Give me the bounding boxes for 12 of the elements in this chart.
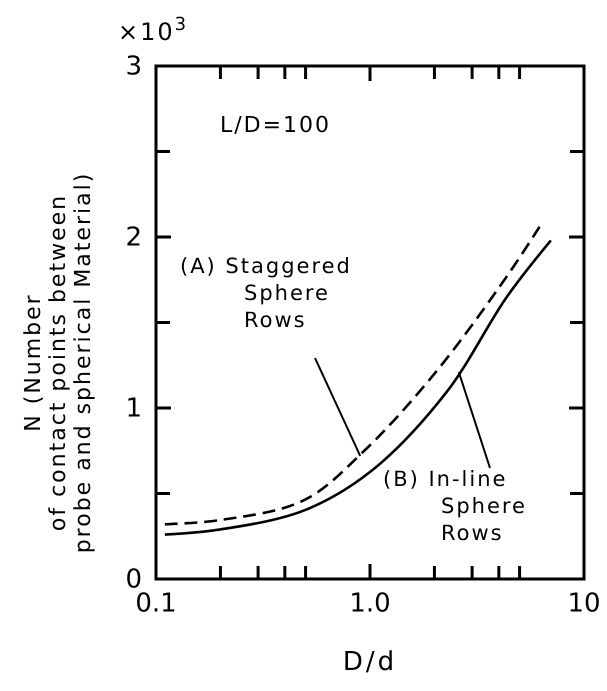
y-tick-label: 1 — [125, 393, 142, 424]
annotation: L/D=100 — [220, 113, 332, 138]
x-tick-label: 1.0 — [349, 588, 391, 618]
text: ×10$^{3}$ — [118, 14, 188, 46]
annotation: (B) In-line Sphere Rows — [383, 467, 527, 545]
annotation: (A) Staggered Sphere Rows — [180, 254, 352, 332]
y-tick-label: 2 — [125, 222, 142, 252]
y-tick-label: 3 — [125, 51, 142, 82]
x-tick-label: 0.1 — [135, 588, 177, 618]
x-axis-title: D/d — [342, 647, 398, 677]
y-axis-title: N (Number of contact points between probe and spherical Material) — [21, 172, 96, 554]
x-tick-label: 10 — [567, 588, 601, 618]
